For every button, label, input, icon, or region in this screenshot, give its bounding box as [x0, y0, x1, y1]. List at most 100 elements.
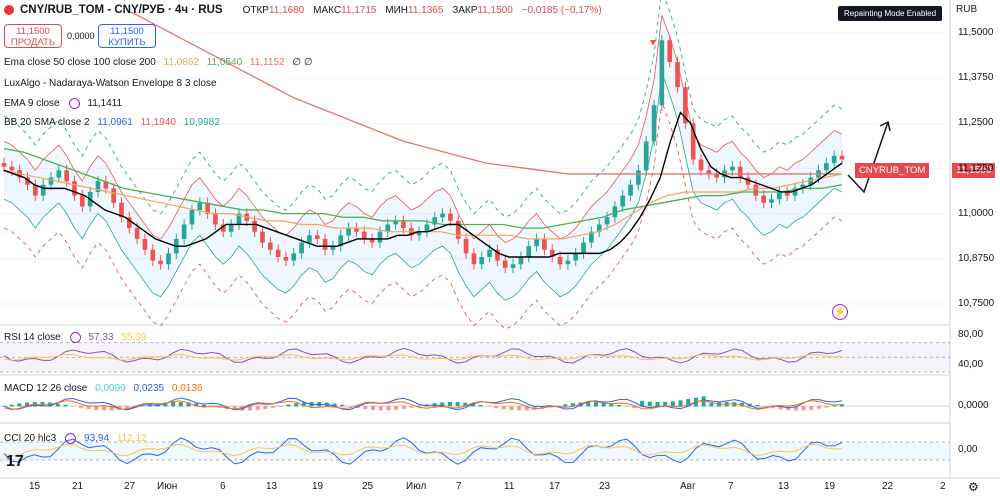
candle [95, 181, 101, 192]
candle [56, 170, 62, 178]
macd-histogram-bar [686, 399, 691, 407]
macd-histogram-bar [186, 402, 191, 407]
macd-histogram-bar [755, 404, 760, 407]
candle [64, 170, 69, 182]
macd-histogram-bar [417, 405, 422, 407]
macd-histogram-bar [25, 402, 30, 407]
candle [79, 195, 85, 207]
candle [213, 213, 218, 225]
candle [628, 184, 633, 196]
symbol-title[interactable]: CNY/RUB_TOM - CNY/РУБ · 4ч · RUS [20, 4, 223, 16]
legend-cci[interactable]: CCI 20 hlc3 93,94 112,12 [4, 433, 147, 445]
candle [808, 177, 814, 185]
macd-histogram-bar [86, 406, 91, 410]
candle [275, 249, 281, 257]
time-tick-label: 6 [220, 481, 226, 492]
candle [573, 253, 579, 261]
macd-histogram-bar [670, 401, 675, 407]
time-tick-label: 17 [549, 481, 561, 492]
bollinger-band-fill [4, 15, 842, 301]
macd-histogram-bar [286, 404, 291, 407]
legend-luxalgo[interactable]: LuxAlgo - Nadaraya-Watson Envelope 8 3 c… [4, 78, 217, 89]
candle [761, 195, 767, 203]
macd-histogram-bar [248, 406, 253, 411]
macd-histogram-bar [494, 406, 499, 409]
candle [690, 123, 696, 160]
macd-histogram-bar [832, 405, 837, 407]
legend-ema-multi[interactable]: Ema close 50 close 100 close 200 11,0862… [4, 57, 313, 68]
settings-icon[interactable] [65, 433, 77, 444]
macd-histogram-bar [125, 406, 130, 410]
chart-header: CNY/RUB_TOM - CNY/РУБ · 4ч · RUS ОТКР11,… [0, 0, 950, 20]
candle [471, 253, 477, 265]
legend-rsi[interactable]: RSI 14 close 57,33 55,39 [4, 332, 147, 344]
time-tick-label: 27 [124, 481, 136, 492]
candle [651, 105, 657, 142]
price-tick-label: 11,1250 [958, 162, 994, 174]
candle [377, 231, 383, 243]
settings-icon[interactable] [69, 332, 81, 343]
macd-histogram-bar [440, 402, 445, 407]
candle [228, 224, 234, 232]
flash-icon[interactable]: ⚡ [832, 304, 848, 320]
candle [267, 242, 273, 250]
candle [526, 246, 532, 257]
tradingview-logo: 17 [6, 453, 24, 470]
macd-histogram-bar [178, 402, 183, 407]
macd-histogram-bar [163, 402, 168, 407]
indicator-tick-label: 0,00 [958, 444, 978, 455]
arrow-head [879, 120, 891, 132]
candle [260, 231, 265, 243]
chart-settings-icon[interactable]: ⚙ [968, 480, 979, 494]
candle [48, 177, 54, 185]
candle [542, 238, 547, 250]
macd-histogram-bar [148, 404, 153, 407]
macd-histogram-bar [709, 403, 714, 407]
legend-macd[interactable]: MACD 12 26 close 0,0099 0,0235 0,0136 [4, 383, 203, 394]
time-tick-label: 19 [824, 481, 836, 492]
time-tick-label: 15 [29, 481, 41, 492]
macd-histogram-bar [101, 406, 106, 411]
macd-histogram-bar [140, 405, 145, 407]
buy-button[interactable]: 11,1500 КУПИТЬ [98, 24, 156, 48]
macd-histogram-bar [463, 402, 468, 407]
candle [659, 40, 665, 106]
currency-label[interactable]: RUB [956, 4, 978, 15]
candle [620, 195, 626, 207]
macd-histogram-bar [824, 406, 829, 408]
signal-down-marker [650, 40, 656, 46]
candle [1, 163, 7, 167]
candle [455, 220, 461, 239]
candle [9, 166, 15, 171]
time-tick-label: 7 [728, 481, 734, 492]
time-tick-label: 2 [940, 481, 946, 492]
macd-histogram-bar [278, 405, 283, 407]
rsi-ma-line [3, 353, 843, 361]
candle [479, 256, 485, 265]
macd-histogram-bar [201, 404, 206, 407]
macd-histogram-bar [263, 406, 268, 409]
macd-histogram-bar [647, 401, 652, 407]
settings-icon[interactable] [68, 98, 80, 109]
candle [158, 260, 163, 265]
sell-button[interactable]: 11,1500 ПРОДАТЬ [4, 24, 62, 48]
candle [181, 224, 187, 239]
macd-histogram-bar [517, 406, 522, 411]
macd-histogram-bar [455, 402, 460, 407]
legend-bb[interactable]: BB 20 SMA close 2 11,0961 11,1940 10,998… [4, 117, 220, 128]
macd-histogram-bar [640, 400, 645, 407]
candle [291, 253, 297, 261]
macd-histogram-bar [732, 402, 737, 407]
candle [307, 235, 312, 243]
macd-histogram-bar [94, 406, 99, 410]
macd-histogram-bar [9, 404, 14, 407]
legend-ema9[interactable]: EMA 9 close 11,1411 [4, 98, 123, 110]
macd-histogram-bar [78, 406, 83, 408]
time-tick-label: 23 [599, 481, 611, 492]
candle [831, 155, 837, 164]
macd-histogram-bar [663, 401, 668, 407]
candle [730, 166, 735, 171]
candle [126, 217, 132, 229]
macd-histogram-bar [840, 404, 844, 407]
